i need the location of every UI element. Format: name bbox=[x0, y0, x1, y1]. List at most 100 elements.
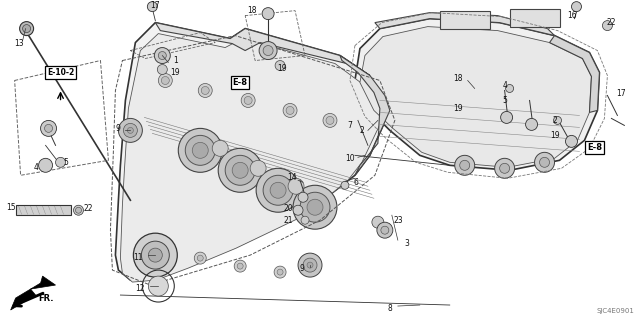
Text: 2: 2 bbox=[360, 126, 364, 135]
Circle shape bbox=[455, 155, 475, 175]
Text: 11: 11 bbox=[134, 253, 143, 262]
Polygon shape bbox=[360, 26, 591, 167]
Text: 5: 5 bbox=[502, 96, 507, 105]
Circle shape bbox=[262, 8, 274, 19]
Circle shape bbox=[301, 216, 309, 224]
Circle shape bbox=[76, 207, 81, 213]
Text: 17: 17 bbox=[150, 1, 160, 10]
Circle shape bbox=[158, 52, 166, 60]
Circle shape bbox=[572, 2, 582, 11]
Text: 19: 19 bbox=[170, 68, 180, 77]
Polygon shape bbox=[156, 23, 370, 76]
Circle shape bbox=[22, 25, 31, 33]
Text: 15: 15 bbox=[6, 203, 15, 212]
Text: 21: 21 bbox=[284, 216, 293, 225]
Circle shape bbox=[197, 255, 204, 261]
Circle shape bbox=[232, 162, 248, 178]
Circle shape bbox=[45, 124, 52, 132]
Circle shape bbox=[250, 160, 266, 176]
Text: 8: 8 bbox=[387, 303, 392, 313]
Circle shape bbox=[307, 199, 323, 215]
Text: 19: 19 bbox=[277, 64, 287, 73]
Text: 14: 14 bbox=[287, 173, 297, 182]
Text: 13: 13 bbox=[14, 39, 24, 48]
Circle shape bbox=[179, 128, 222, 172]
Polygon shape bbox=[375, 13, 554, 36]
Circle shape bbox=[237, 263, 243, 269]
Circle shape bbox=[20, 22, 33, 36]
Circle shape bbox=[274, 266, 286, 278]
Text: 6: 6 bbox=[353, 178, 358, 187]
Circle shape bbox=[201, 86, 209, 94]
Circle shape bbox=[147, 2, 157, 11]
Text: 17: 17 bbox=[616, 89, 626, 98]
Circle shape bbox=[293, 205, 303, 215]
Text: 4: 4 bbox=[33, 163, 38, 172]
Circle shape bbox=[263, 46, 273, 56]
Text: 19: 19 bbox=[453, 104, 463, 113]
Circle shape bbox=[56, 157, 65, 167]
Text: 3: 3 bbox=[404, 239, 409, 248]
Text: 2: 2 bbox=[552, 116, 557, 125]
Circle shape bbox=[157, 245, 163, 251]
Circle shape bbox=[495, 158, 515, 178]
Circle shape bbox=[303, 258, 317, 272]
Text: 7: 7 bbox=[348, 121, 353, 130]
Text: E-10-2: E-10-2 bbox=[47, 68, 74, 77]
Text: 18: 18 bbox=[453, 74, 463, 83]
Text: 18: 18 bbox=[248, 6, 257, 15]
Circle shape bbox=[195, 252, 206, 264]
Circle shape bbox=[500, 111, 513, 123]
Circle shape bbox=[154, 242, 166, 254]
Circle shape bbox=[377, 222, 393, 238]
Circle shape bbox=[540, 157, 550, 167]
Polygon shape bbox=[340, 56, 390, 175]
Polygon shape bbox=[550, 36, 600, 112]
Circle shape bbox=[298, 253, 322, 277]
Polygon shape bbox=[115, 23, 390, 280]
Circle shape bbox=[554, 116, 561, 124]
Circle shape bbox=[40, 120, 56, 137]
Text: 22: 22 bbox=[607, 18, 616, 27]
Circle shape bbox=[192, 142, 208, 158]
Circle shape bbox=[372, 216, 384, 228]
Circle shape bbox=[323, 114, 337, 127]
Text: E-8: E-8 bbox=[233, 78, 248, 87]
Text: 5: 5 bbox=[63, 158, 68, 167]
Polygon shape bbox=[11, 276, 56, 310]
Bar bbox=[440, 11, 490, 29]
Circle shape bbox=[566, 135, 577, 147]
Text: 4: 4 bbox=[502, 81, 507, 90]
Circle shape bbox=[256, 168, 300, 212]
Bar bbox=[509, 9, 559, 26]
Circle shape bbox=[154, 48, 170, 63]
Circle shape bbox=[326, 116, 334, 124]
Circle shape bbox=[307, 262, 313, 268]
Circle shape bbox=[602, 21, 612, 31]
Polygon shape bbox=[355, 19, 600, 170]
Text: 23: 23 bbox=[393, 216, 403, 225]
Circle shape bbox=[127, 127, 133, 133]
Text: 16: 16 bbox=[568, 11, 577, 20]
Circle shape bbox=[263, 175, 293, 205]
Text: 22: 22 bbox=[84, 204, 93, 213]
Circle shape bbox=[534, 152, 554, 172]
Circle shape bbox=[300, 192, 330, 222]
Circle shape bbox=[38, 158, 52, 172]
Circle shape bbox=[74, 205, 83, 215]
Text: 9: 9 bbox=[116, 124, 121, 133]
Text: FR.: FR. bbox=[38, 293, 54, 302]
Circle shape bbox=[118, 118, 142, 142]
Text: 9: 9 bbox=[300, 263, 305, 273]
Circle shape bbox=[158, 73, 172, 87]
Text: E-8: E-8 bbox=[587, 143, 602, 152]
Circle shape bbox=[124, 123, 138, 137]
Circle shape bbox=[293, 185, 337, 229]
Circle shape bbox=[460, 160, 470, 170]
Circle shape bbox=[298, 192, 308, 202]
Circle shape bbox=[506, 85, 514, 93]
Circle shape bbox=[148, 276, 168, 296]
Text: 1: 1 bbox=[173, 56, 178, 65]
Circle shape bbox=[341, 181, 349, 189]
Circle shape bbox=[141, 241, 170, 269]
